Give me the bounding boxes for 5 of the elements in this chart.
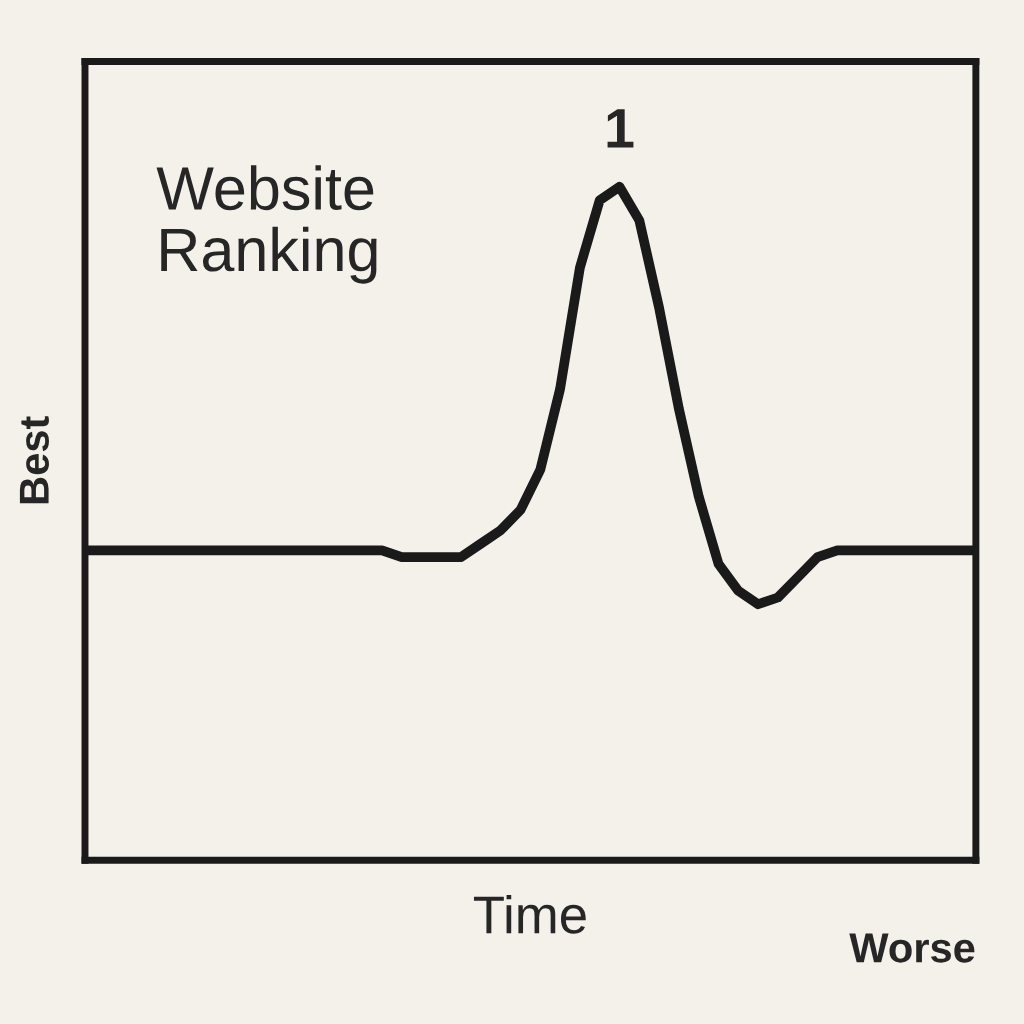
chart-title: Website Ranking [156,165,377,284]
text: 1 [607,109,634,148]
x-axis-title: Time [473,894,586,934]
y-axis-title: Best [19,416,49,504]
text: Worse [849,933,975,963]
